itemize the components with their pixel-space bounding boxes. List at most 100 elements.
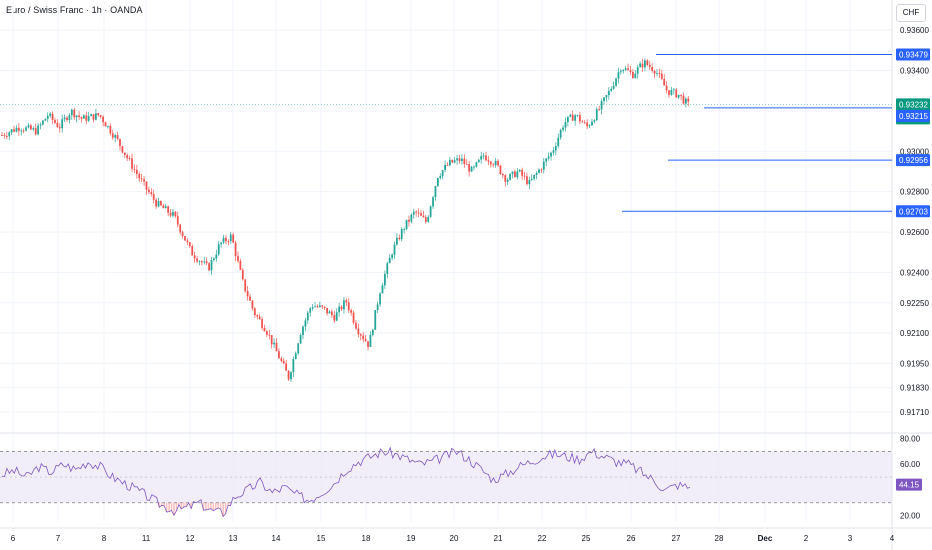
candle-body — [138, 174, 141, 179]
candle-body — [152, 194, 155, 200]
candle-body — [90, 114, 92, 117]
candle-body — [627, 68, 629, 71]
candle-body — [54, 119, 56, 123]
rsi-value-badge — [896, 478, 922, 491]
candle-body — [526, 176, 528, 185]
candle-body — [595, 109, 598, 121]
level-price-badge-text: 0.92956 — [899, 156, 928, 165]
candle-body — [181, 232, 184, 237]
candle-body — [550, 152, 552, 157]
candle-body — [297, 343, 300, 354]
candle-body — [615, 78, 617, 86]
candle-body — [612, 85, 615, 89]
candle-body — [318, 305, 321, 307]
time-axis-label: 15 — [317, 534, 326, 543]
level-price-badge — [896, 154, 930, 167]
candle-body — [461, 158, 463, 161]
time-axis-label: 22 — [538, 534, 547, 543]
candle-body — [251, 300, 254, 309]
candle-body — [44, 118, 47, 121]
candle-body — [309, 308, 312, 313]
candle-body — [427, 216, 430, 222]
candle-body — [658, 73, 661, 74]
candle-body — [34, 128, 37, 135]
currency-button[interactable]: CHF — [896, 4, 926, 22]
candle-body — [687, 98, 690, 102]
candle-body — [468, 164, 471, 172]
candle-body — [588, 125, 591, 127]
candle-body — [538, 169, 540, 173]
candle-body — [104, 122, 107, 127]
candle-body — [542, 161, 545, 170]
candle-body — [535, 172, 538, 175]
candle-body — [25, 127, 27, 131]
candle-body — [10, 129, 13, 133]
candle-body — [576, 115, 579, 116]
candle-body — [205, 261, 208, 264]
candle-body — [554, 146, 557, 151]
candle-body — [232, 234, 235, 243]
candle-body — [82, 115, 85, 119]
candle-body — [169, 212, 172, 216]
candle-body — [600, 101, 603, 110]
candle-body — [234, 242, 237, 257]
candle-body — [516, 171, 519, 178]
candle-body — [369, 334, 372, 347]
symbol-title[interactable]: Euro / Swiss Franc · 1h · OANDA — [6, 5, 143, 15]
time-axis-label: 28 — [715, 534, 724, 543]
rsi-axis-tick-label: 60.00 — [900, 460, 921, 469]
candle-body — [497, 160, 499, 166]
candle-body — [624, 68, 627, 70]
candle-body — [323, 306, 326, 308]
candle-body — [164, 206, 167, 209]
candle-body — [458, 158, 461, 161]
candle-body — [398, 237, 401, 240]
candle-body — [282, 360, 285, 364]
time-axis-label: 21 — [494, 534, 503, 543]
candle-body — [150, 192, 153, 195]
candle-body — [217, 244, 220, 255]
candle-body — [566, 116, 569, 123]
candle-body — [196, 258, 198, 262]
candle-body — [374, 310, 377, 330]
candle-body — [63, 117, 66, 120]
candle-body — [591, 121, 593, 126]
candle-body — [333, 315, 336, 321]
candle-body — [131, 158, 133, 169]
candle-body — [631, 71, 634, 79]
candle-body — [617, 72, 620, 79]
candle-body — [371, 329, 374, 335]
candle-body — [114, 135, 117, 138]
candle-body — [335, 312, 338, 321]
candle-body — [528, 179, 531, 185]
price-axis-tick-label: 0.91710 — [900, 408, 929, 417]
candle-body — [485, 155, 487, 161]
candle-body — [97, 113, 100, 116]
candle-body — [56, 122, 59, 128]
candle-body — [85, 115, 88, 121]
candle-body — [446, 165, 449, 166]
candle-body — [579, 115, 581, 122]
candle-body — [39, 124, 42, 126]
candle-body — [160, 201, 162, 206]
candle-body — [487, 160, 490, 162]
candle-body — [220, 242, 223, 245]
candle-body — [439, 176, 442, 179]
candle-body — [677, 94, 680, 98]
candle-body — [424, 217, 427, 222]
candle-body — [70, 109, 73, 116]
candle-body — [634, 73, 637, 79]
candle-body — [208, 263, 210, 271]
candle-body — [244, 279, 247, 291]
candle-body — [629, 70, 632, 72]
price-axis-tick-label: 0.92100 — [900, 329, 929, 338]
candle-body — [420, 213, 422, 216]
candle-body — [340, 306, 343, 310]
ref-price-badge-text: 0.93215 — [899, 112, 928, 121]
candle-body — [328, 311, 331, 314]
candle-body — [350, 310, 353, 313]
candle-body — [400, 229, 403, 240]
candle-body — [135, 169, 138, 175]
